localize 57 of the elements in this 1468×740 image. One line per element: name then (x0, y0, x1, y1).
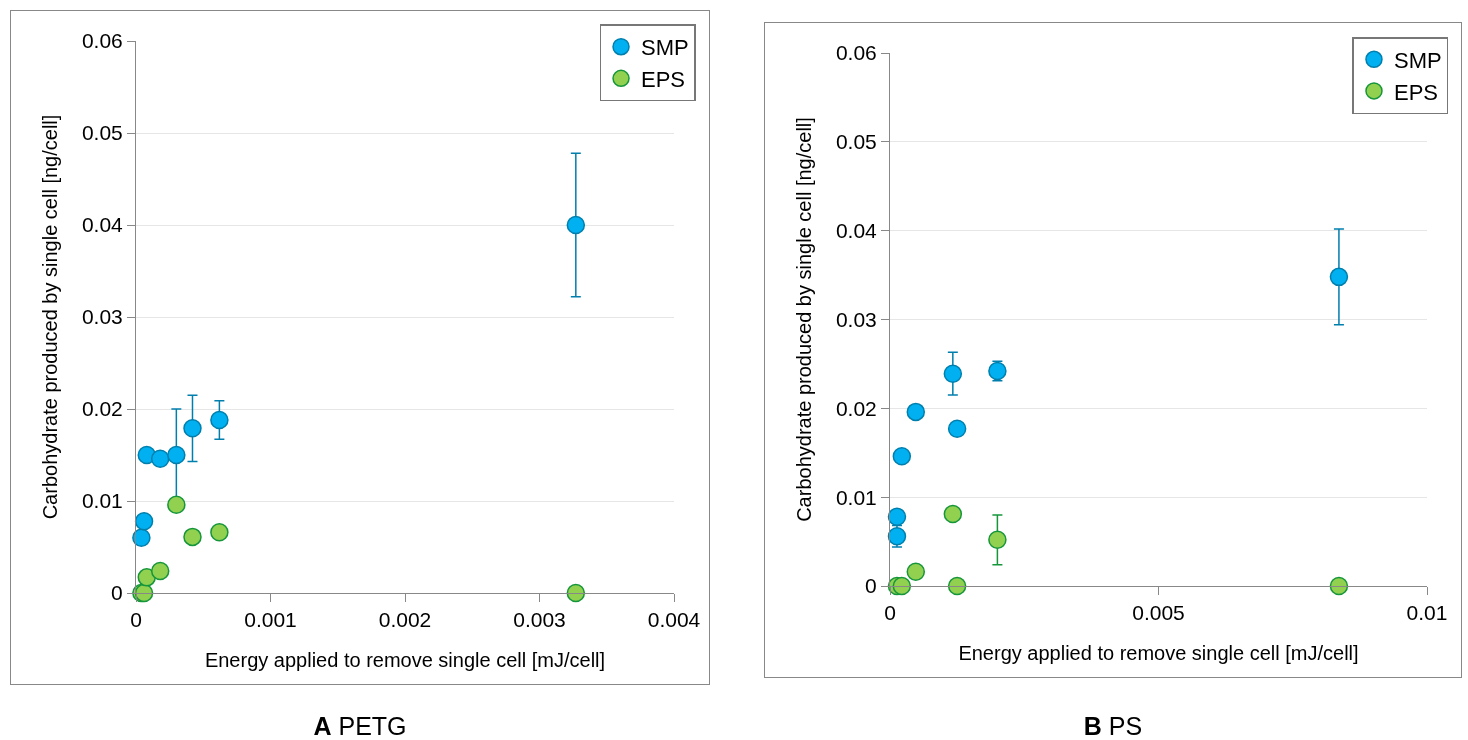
point (943, 504, 963, 524)
y-tick-label: 0 (111, 581, 123, 605)
y-tick-label: 0.03 (835, 307, 877, 331)
point (167, 495, 186, 514)
legend-label: SMP (1393, 47, 1442, 73)
y-tick-label: 0.04 (835, 219, 878, 243)
point (183, 419, 202, 438)
point (134, 511, 154, 531)
point (887, 507, 907, 526)
x-axis-title: Energy applied to remove single cell [mJ/cell] (204, 648, 606, 671)
x-tick-label: 0.002 (378, 608, 432, 632)
x-tick-label: 0 (884, 601, 896, 625)
y-tick-label: 0.02 (835, 396, 877, 420)
y-axis-title: Carbohydrate produced by single cell [ng/cell] (793, 117, 816, 522)
y-tick-label: 0.01 (835, 485, 877, 509)
x-tick-label: 0.005 (1132, 601, 1185, 625)
x-tick-label: 0.01 (1406, 601, 1448, 625)
point (132, 528, 151, 548)
x-tick-label: 0 (130, 608, 142, 632)
point (167, 445, 186, 465)
point (988, 530, 1007, 550)
point (947, 419, 967, 439)
x-tick-label: 0.003 (513, 608, 566, 632)
point (150, 449, 170, 468)
point (566, 583, 586, 603)
y-tick-label: 0.02 (81, 397, 123, 421)
y-tick-label: 0.04 (81, 213, 124, 237)
point (183, 527, 202, 547)
y-tick-label: 0.06 (81, 29, 123, 53)
y-tick-label: 0.05 (835, 130, 877, 154)
x-axis-title: Energy applied to remove single cell [mJ/cell] (958, 641, 1359, 664)
y-tick-label: 0.05 (81, 121, 123, 145)
legend-label: SMP (641, 35, 689, 61)
point (210, 410, 229, 430)
y-axis-title: Carbohydrate produced by single cell [ng/cell] (39, 114, 62, 520)
text: B PS (1083, 712, 1143, 740)
point (1329, 267, 1349, 287)
y-tick-label: 0.06 (835, 41, 877, 65)
text: A PETG (313, 712, 407, 740)
legend-label: EPS (1393, 79, 1439, 105)
point (892, 576, 912, 596)
point (150, 561, 170, 581)
y-tick-label: 0.01 (81, 489, 123, 513)
point (887, 527, 907, 546)
point (947, 576, 967, 596)
y-tick-label: 0.03 (81, 305, 123, 329)
point (210, 523, 229, 542)
point (566, 215, 586, 235)
point (943, 364, 963, 383)
point (1329, 576, 1349, 596)
legend-label: EPS (641, 66, 686, 92)
y-tick-label: 0 (865, 574, 877, 598)
x-tick-label: 0.001 (244, 608, 297, 632)
point (906, 402, 926, 422)
x-tick-label: 0.004 (647, 608, 701, 632)
point (892, 447, 912, 466)
point (906, 562, 926, 582)
